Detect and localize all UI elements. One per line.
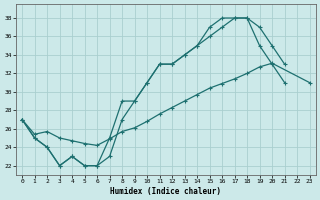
X-axis label: Humidex (Indice chaleur): Humidex (Indice chaleur) [110, 187, 221, 196]
